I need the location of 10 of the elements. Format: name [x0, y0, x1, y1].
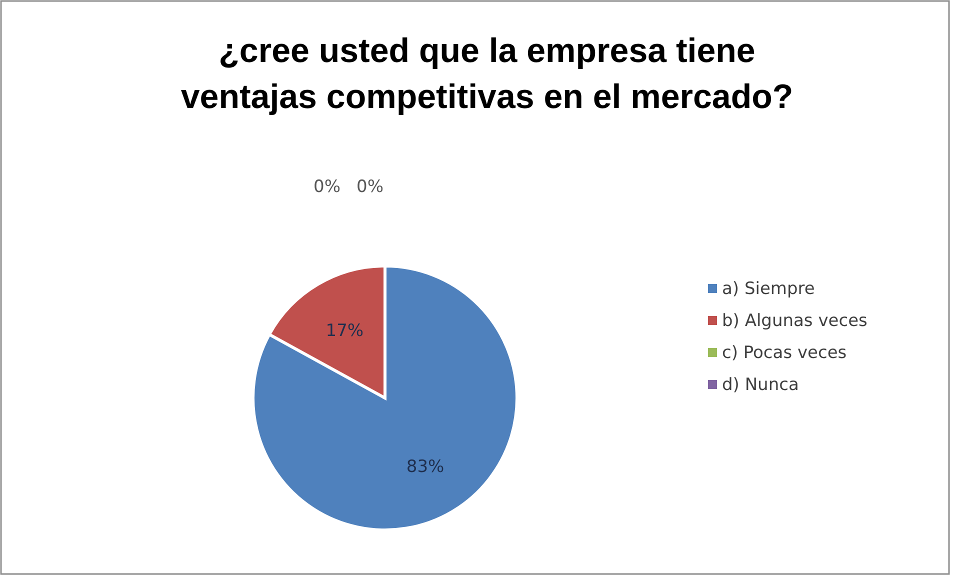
pie-slice — [252, 264, 518, 532]
legend-label: a) Siempre — [722, 279, 815, 299]
chart-title: ¿cree usted que la empresa tiene ventajas competitivas en el mercado? — [180, 32, 794, 116]
data-label: 17% — [326, 320, 364, 341]
data-label: 83% — [406, 457, 444, 478]
text: 0% — [314, 177, 340, 197]
legend-label: b) Algunas veces — [722, 311, 868, 331]
legend-label: d) Nunca — [722, 375, 799, 395]
legend-label: c) Pocas veces — [722, 343, 847, 363]
text: 0% — [356, 177, 384, 197]
